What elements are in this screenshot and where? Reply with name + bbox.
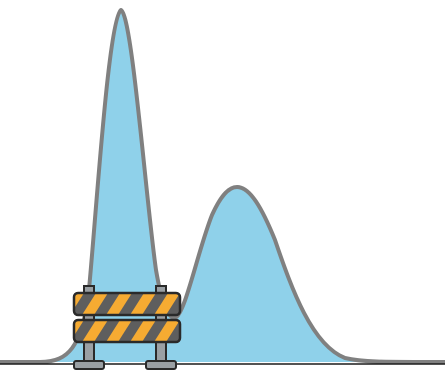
barricade-board-bottom (72, 318, 182, 344)
density-curve-fill (0, 10, 445, 362)
barricade-icon (72, 285, 182, 370)
barricade-foot-left (73, 360, 105, 370)
density-curve-outline (0, 8, 445, 364)
barricade-foot-right (145, 360, 177, 370)
barricade-board-top (72, 291, 182, 317)
